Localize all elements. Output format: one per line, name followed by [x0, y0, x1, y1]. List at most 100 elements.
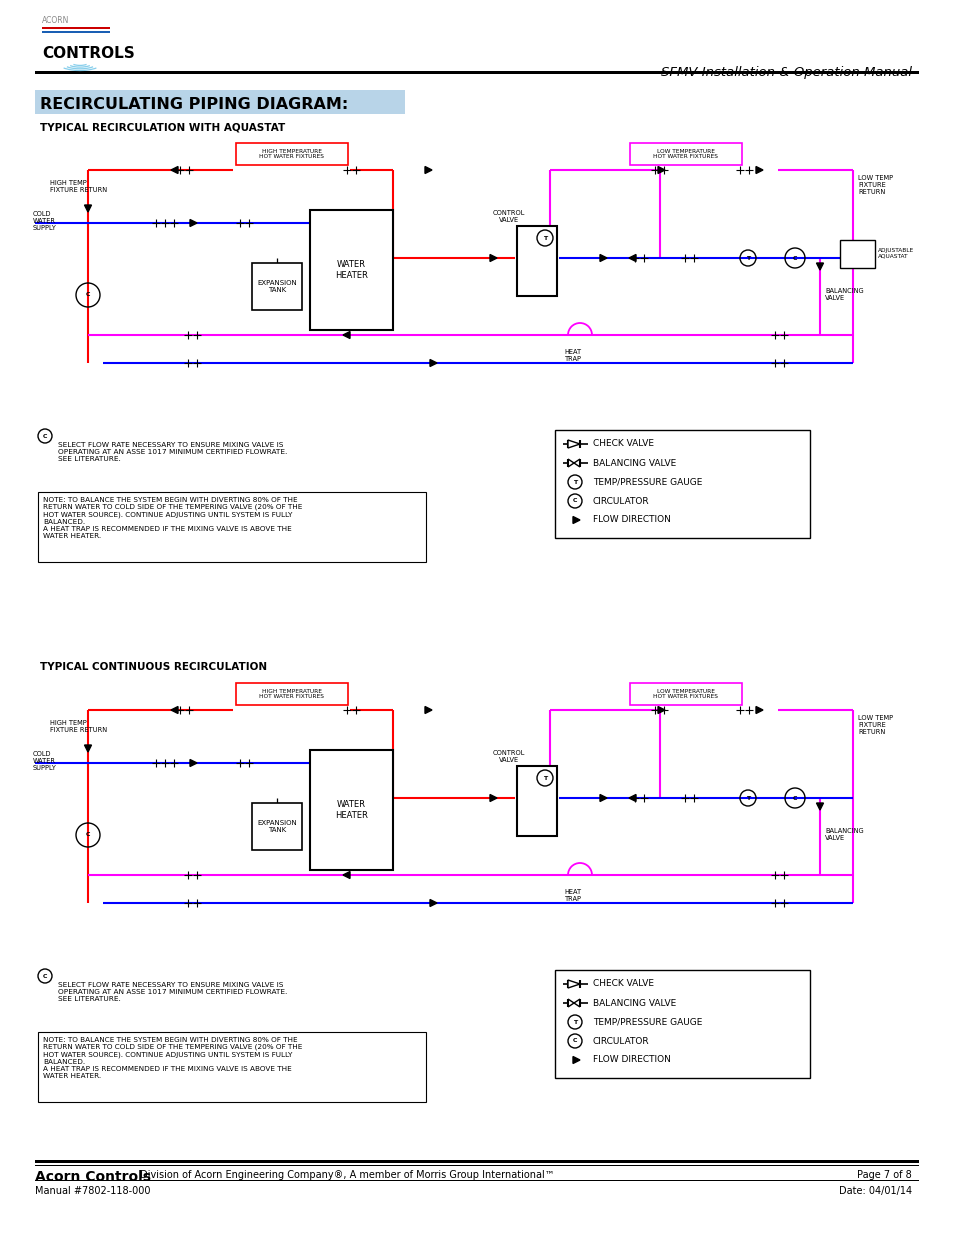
Text: LOW TEMPERATURE
HOT WATER FIXTURES: LOW TEMPERATURE HOT WATER FIXTURES — [653, 148, 718, 159]
Polygon shape — [658, 167, 664, 173]
Text: LOW TEMP
FIXTURE
RETURN: LOW TEMP FIXTURE RETURN — [857, 175, 892, 195]
Text: CIRCULATOR: CIRCULATOR — [593, 1036, 649, 1046]
Text: ADJUSTABLE
AQUASTAT: ADJUSTABLE AQUASTAT — [877, 247, 913, 258]
Polygon shape — [430, 899, 436, 906]
Bar — [38, 492, 426, 562]
Polygon shape — [816, 263, 822, 270]
Polygon shape — [599, 254, 606, 262]
Polygon shape — [567, 440, 579, 448]
Text: C: C — [43, 433, 48, 438]
Text: TYPICAL RECIRCULATION WITH AQUASTAT: TYPICAL RECIRCULATION WITH AQUASTAT — [40, 122, 285, 132]
Text: T: T — [745, 256, 749, 261]
Text: HIGH TEMPERATURE
HOT WATER FIXTURES: HIGH TEMPERATURE HOT WATER FIXTURES — [259, 148, 324, 159]
Bar — [310, 750, 393, 869]
Text: T: T — [745, 795, 749, 800]
Text: Manual #7802-118-000: Manual #7802-118-000 — [35, 1186, 151, 1195]
Polygon shape — [171, 167, 178, 173]
Polygon shape — [424, 167, 432, 173]
Bar — [555, 430, 809, 538]
Bar — [35, 90, 405, 114]
Text: COLD
WATER
SUPPLY: COLD WATER SUPPLY — [33, 751, 57, 771]
Polygon shape — [490, 794, 497, 802]
Text: CIRCULATOR: CIRCULATOR — [593, 496, 649, 505]
Text: HIGH TEMPERATURE
HOT WATER FIXTURES: HIGH TEMPERATURE HOT WATER FIXTURES — [259, 689, 324, 699]
Text: Division of Acorn Engineering Company®, A member of Morris Group International™: Division of Acorn Engineering Company®, … — [137, 1170, 554, 1179]
Text: T: T — [573, 479, 577, 484]
Text: TYPICAL CONTINUOUS RECIRCULATION: TYPICAL CONTINUOUS RECIRCULATION — [40, 662, 267, 672]
Text: EXPANSION
TANK: EXPANSION TANK — [257, 820, 296, 832]
Text: BALANCING
VALVE: BALANCING VALVE — [824, 288, 862, 301]
Text: C: C — [572, 499, 577, 504]
Bar — [517, 226, 557, 296]
Text: C: C — [792, 795, 797, 800]
Polygon shape — [628, 794, 636, 802]
Text: HEAT
TRAP: HEAT TRAP — [564, 889, 581, 902]
Polygon shape — [190, 220, 196, 226]
Bar — [35, 1179, 918, 1181]
Text: NOTE: TO BALANCE THE SYSTEM BEGIN WITH DIVERTING 80% OF THE
RETURN WATER TO COLD: NOTE: TO BALANCE THE SYSTEM BEGIN WITH D… — [43, 1037, 302, 1079]
Text: HEAT
TRAP: HEAT TRAP — [564, 350, 581, 362]
Text: CHECK VALVE: CHECK VALVE — [593, 979, 654, 988]
Text: T: T — [573, 1020, 577, 1025]
Bar — [517, 766, 557, 836]
Text: BALANCING
VALVE: BALANCING VALVE — [824, 827, 862, 841]
Text: C: C — [43, 973, 48, 978]
Polygon shape — [85, 205, 91, 212]
Text: ACORN: ACORN — [42, 16, 70, 25]
Text: BALANCING VALVE: BALANCING VALVE — [593, 458, 676, 468]
Bar — [629, 143, 741, 165]
Bar — [35, 70, 918, 74]
Text: RECIRCULATING PIPING DIAGRAM:: RECIRCULATING PIPING DIAGRAM: — [40, 98, 348, 112]
Polygon shape — [490, 254, 497, 262]
Text: C: C — [792, 256, 797, 261]
Text: TEMP/PRESSURE GAUGE: TEMP/PRESSURE GAUGE — [593, 1018, 701, 1026]
Text: LOW TEMPERATURE
HOT WATER FIXTURES: LOW TEMPERATURE HOT WATER FIXTURES — [653, 689, 718, 699]
Polygon shape — [567, 981, 579, 988]
Text: C: C — [86, 293, 91, 298]
Bar — [235, 683, 348, 705]
Text: HIGH TEMP
FIXTURE RETURN: HIGH TEMP FIXTURE RETURN — [50, 180, 107, 193]
Polygon shape — [658, 706, 664, 714]
Text: FLOW DIRECTION: FLOW DIRECTION — [593, 515, 670, 525]
Text: HIGH TEMP
FIXTURE RETURN: HIGH TEMP FIXTURE RETURN — [50, 720, 107, 734]
Polygon shape — [343, 872, 350, 878]
Text: Date: 04/01/14: Date: 04/01/14 — [838, 1186, 911, 1195]
Bar — [35, 1160, 918, 1163]
Text: NOTE: TO BALANCE THE SYSTEM BEGIN WITH DIVERTING 80% OF THE
RETURN WATER TO COLD: NOTE: TO BALANCE THE SYSTEM BEGIN WITH D… — [43, 496, 302, 538]
Polygon shape — [343, 331, 350, 338]
Text: T: T — [542, 236, 546, 241]
Polygon shape — [816, 803, 822, 810]
Text: CONTROL
VALVE: CONTROL VALVE — [493, 210, 525, 224]
Bar — [252, 263, 302, 310]
Polygon shape — [573, 1056, 579, 1063]
Bar — [629, 683, 741, 705]
Polygon shape — [190, 760, 196, 767]
Text: T: T — [542, 776, 546, 781]
Bar — [310, 210, 393, 330]
Text: BALANCING VALVE: BALANCING VALVE — [593, 999, 676, 1008]
Bar — [42, 26, 110, 28]
Polygon shape — [85, 745, 91, 752]
Polygon shape — [755, 167, 762, 173]
Text: FLOW DIRECTION: FLOW DIRECTION — [593, 1056, 670, 1065]
Text: SELECT FLOW RATE NECESSARY TO ENSURE MIXING VALVE IS
OPERATING AT AN ASSE 1017 M: SELECT FLOW RATE NECESSARY TO ENSURE MIX… — [58, 982, 287, 1002]
Text: TEMP/PRESSURE GAUGE: TEMP/PRESSURE GAUGE — [593, 478, 701, 487]
Text: CONTROLS: CONTROLS — [42, 46, 134, 61]
Text: LOW TEMP
FIXTURE
RETURN: LOW TEMP FIXTURE RETURN — [857, 715, 892, 735]
Bar — [555, 969, 809, 1078]
Polygon shape — [599, 794, 606, 802]
Polygon shape — [430, 359, 436, 367]
Polygon shape — [628, 254, 636, 262]
Text: WATER
HEATER: WATER HEATER — [335, 800, 368, 820]
Bar — [235, 143, 348, 165]
Bar — [840, 240, 874, 268]
Bar — [252, 803, 302, 850]
Text: SFMV Installation & Operation Manual: SFMV Installation & Operation Manual — [660, 65, 911, 79]
Text: WATER
HEATER: WATER HEATER — [335, 261, 368, 279]
Text: CONTROL
VALVE: CONTROL VALVE — [493, 750, 525, 763]
Polygon shape — [755, 706, 762, 714]
Text: EXPANSION
TANK: EXPANSION TANK — [257, 280, 296, 293]
Text: Acorn Controls: Acorn Controls — [35, 1170, 151, 1184]
Bar — [38, 1032, 426, 1102]
Bar — [42, 31, 110, 33]
